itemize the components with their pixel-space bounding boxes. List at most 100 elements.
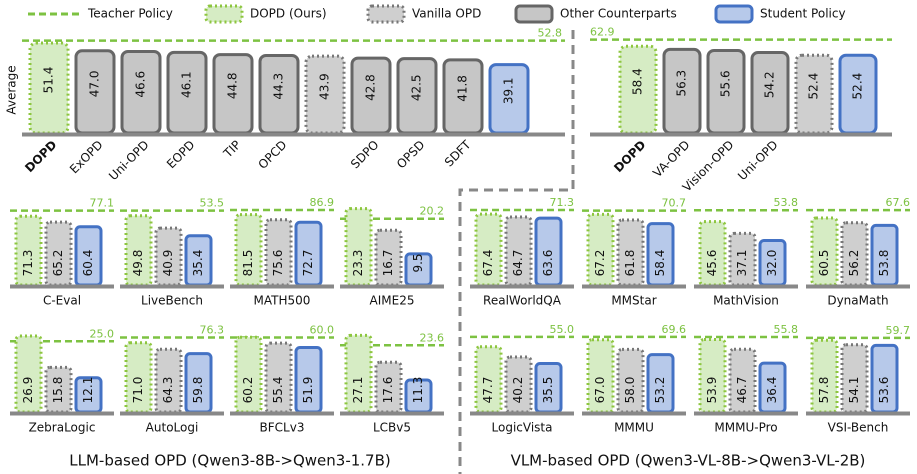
chart-title: LCBv5 xyxy=(373,421,411,435)
chart-title: BFCLv3 xyxy=(260,421,305,435)
value-label: 17.6 xyxy=(381,377,395,404)
x-tick-label: ExOPD xyxy=(67,138,106,177)
chart-title: AutoLogi xyxy=(146,421,199,435)
value-label: 60.4 xyxy=(81,250,95,277)
value-label: 40.9 xyxy=(161,250,175,277)
value-label: 40.2 xyxy=(511,377,525,404)
bar xyxy=(44,365,73,414)
teacher-label: 86.9 xyxy=(310,196,335,209)
chart-title: MMStar xyxy=(611,294,656,308)
bar xyxy=(586,338,615,414)
chart-title: MMMU xyxy=(614,421,654,435)
chart-title: VSI-Bench xyxy=(828,421,889,435)
value-label: 35.5 xyxy=(541,377,555,404)
value-label: 64.3 xyxy=(161,377,175,404)
teacher-label: 52.8 xyxy=(538,27,563,40)
value-label: 61.8 xyxy=(623,250,637,277)
value-label: 46.6 xyxy=(134,71,148,98)
value-label: 54.2 xyxy=(763,71,777,98)
dividers xyxy=(458,30,575,474)
teacher-label: 59.7 xyxy=(886,324,911,337)
value-label: 71.3 xyxy=(21,250,35,277)
value-label: 12.1 xyxy=(81,377,95,404)
value-label: 47.7 xyxy=(481,377,495,404)
value-label: 75.6 xyxy=(271,250,285,277)
legend-swatch xyxy=(366,4,406,24)
x-tick-label: Uni-OPD xyxy=(106,138,151,183)
bar xyxy=(44,220,73,287)
bar xyxy=(374,360,403,414)
value-label: 26.9 xyxy=(21,377,35,404)
teacher-label: 77.1 xyxy=(90,197,115,210)
x-tick-label: VA-OPD xyxy=(650,138,692,180)
value-label: 58.4 xyxy=(653,250,667,277)
value-label: 51.9 xyxy=(301,377,315,404)
value-label: 55.4 xyxy=(271,377,285,404)
chart-title: C-Eval xyxy=(43,294,81,308)
x-tick-label: DOPD xyxy=(22,138,59,175)
value-label: 39.1 xyxy=(502,77,516,104)
legend-label: Other Counterparts xyxy=(560,7,677,21)
x-tick-label: EOPD xyxy=(164,138,198,172)
value-label: 55.6 xyxy=(719,70,733,97)
teacher-label: 76.3 xyxy=(200,324,225,337)
bar xyxy=(616,218,645,287)
value-label: 49.8 xyxy=(131,250,145,277)
value-label: 35.4 xyxy=(191,250,205,277)
value-label: 9.5 xyxy=(411,253,425,272)
chart-title: MATH500 xyxy=(254,294,311,308)
x-tick-label: SDFT xyxy=(442,137,474,169)
chart-title: LiveBench xyxy=(141,294,203,308)
bar xyxy=(840,221,869,287)
value-label: 44.3 xyxy=(272,73,286,100)
bar xyxy=(698,220,727,287)
value-label: 53.9 xyxy=(705,377,719,404)
x-tick-label: DOPD xyxy=(611,138,648,175)
bar xyxy=(698,338,727,414)
teacher-label: 69.6 xyxy=(662,323,687,336)
chart-title: AIME25 xyxy=(370,294,415,308)
teacher-label: 23.6 xyxy=(420,331,445,344)
value-label: 16.7 xyxy=(381,250,395,277)
legend-label: Teacher Policy xyxy=(87,7,173,21)
value-label: 72.7 xyxy=(301,250,315,277)
legend-swatch xyxy=(204,4,244,24)
bar xyxy=(154,347,183,414)
value-label: 42.8 xyxy=(364,74,378,101)
value-label: 71.0 xyxy=(131,377,145,404)
bar xyxy=(374,228,403,287)
chart-title: MMMU-Pro xyxy=(714,421,777,435)
bar xyxy=(504,355,533,414)
bar xyxy=(504,215,533,287)
teacher-label: 67.6 xyxy=(886,196,911,209)
value-label: 53.2 xyxy=(653,377,667,404)
value-label: 64.7 xyxy=(511,250,525,277)
value-label: 67.0 xyxy=(593,377,607,404)
chart-title: LogicVista xyxy=(492,421,553,435)
teacher-label: 53.8 xyxy=(774,196,799,209)
legend-label: Student Policy xyxy=(760,7,846,21)
teacher-label: 71.3 xyxy=(550,196,575,209)
value-label: 54.1 xyxy=(847,377,861,404)
value-label: 23.3 xyxy=(351,250,365,277)
x-tick-label: OPCD xyxy=(255,138,289,172)
x-tick-label: SDPO xyxy=(348,138,382,172)
teacher-label: 60.0 xyxy=(310,323,335,336)
value-label: 56.3 xyxy=(675,70,689,97)
value-label: 67.2 xyxy=(593,250,607,277)
value-label: 47.0 xyxy=(88,71,102,98)
bar xyxy=(474,345,503,414)
divider-line xyxy=(458,30,575,474)
value-label: 36.4 xyxy=(765,377,779,404)
value-label: 11.3 xyxy=(411,377,425,404)
bar xyxy=(616,347,645,414)
value-label: 65.2 xyxy=(51,250,65,277)
bar xyxy=(124,214,153,287)
value-label: 44.8 xyxy=(226,72,240,99)
value-label: 52.4 xyxy=(851,73,865,100)
bar xyxy=(264,341,293,414)
bar xyxy=(124,341,153,414)
value-label: 43.9 xyxy=(318,73,332,100)
bar xyxy=(728,347,757,414)
caption: VLM-based OPD (Qwen3-VL-8B->Qwen3-VL-2B) xyxy=(511,452,866,470)
